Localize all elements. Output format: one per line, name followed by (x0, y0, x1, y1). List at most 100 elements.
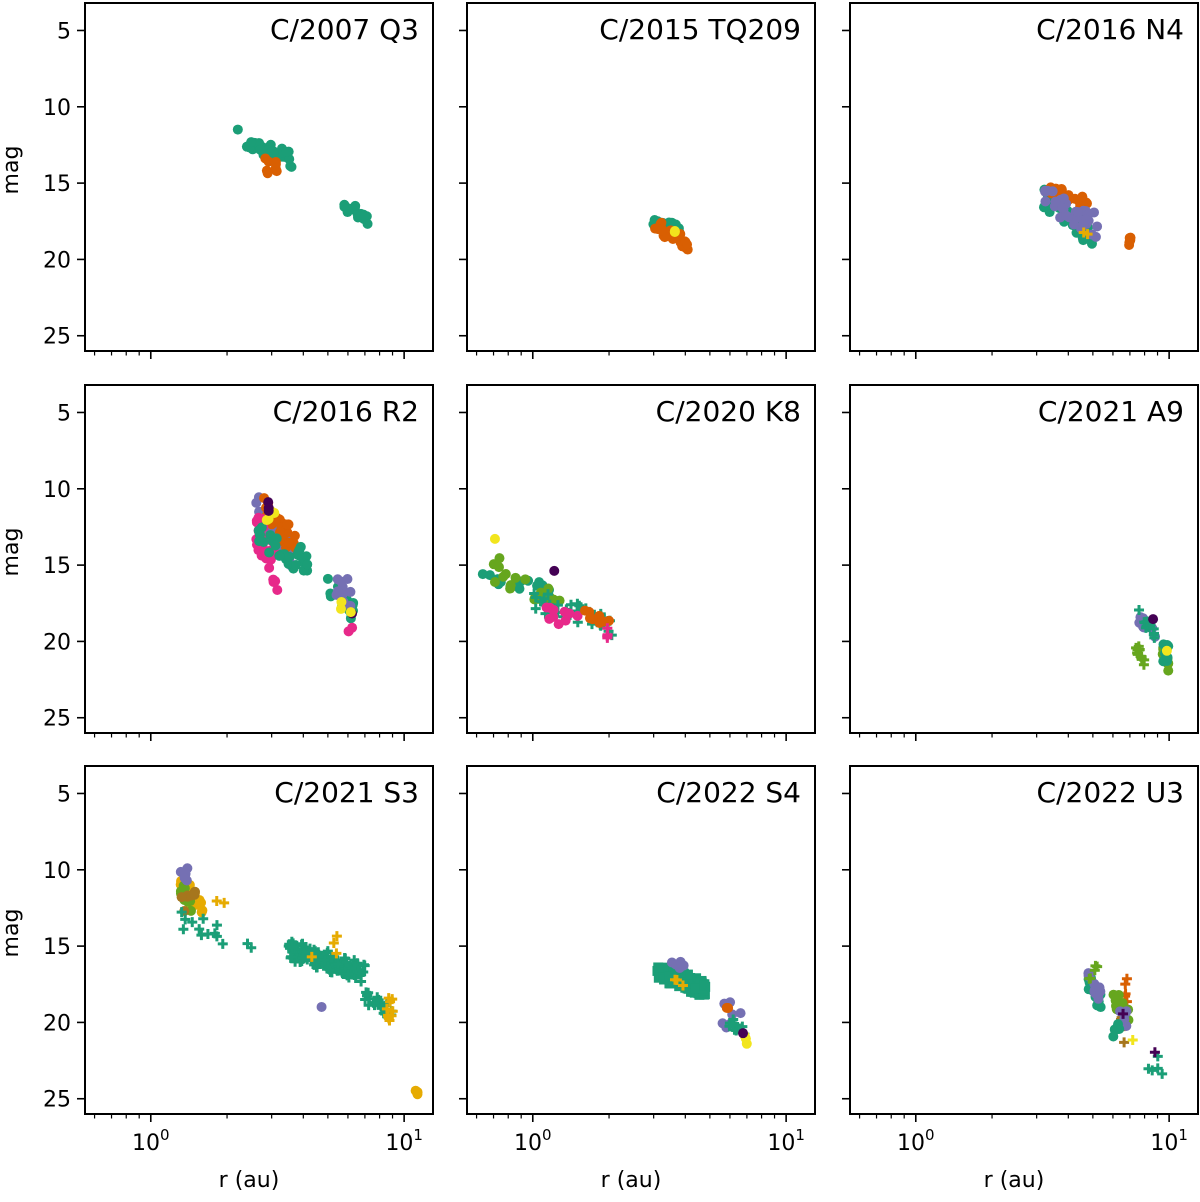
data-point (678, 960, 689, 971)
data-point (363, 1000, 374, 1011)
panel-7: 5 10 15 20 25 100 101 C/2021 S3 mag r (au) (0, 765, 434, 1193)
x-tick-label: 100 (897, 1126, 935, 1156)
x-axis-label: r (au) (601, 1168, 662, 1193)
y-tick-label: 15 (43, 935, 71, 960)
data-point (699, 980, 710, 991)
panel-1: 5 10 15 20 25 C/2007 Q3 mag (0, 2, 434, 359)
data-point (219, 897, 230, 908)
panel-9: 100 101 C/2022 U3 r (au) (842, 765, 1199, 1193)
data-point (1120, 979, 1131, 990)
data-point (1138, 659, 1149, 670)
data-point (682, 969, 693, 980)
panel-2: C/2015 TQ209 (459, 2, 816, 359)
y-axis-label: mag (0, 146, 24, 195)
data-point (1149, 1047, 1160, 1058)
data-point (735, 1008, 746, 1019)
data-point (669, 226, 680, 237)
data-point (477, 569, 488, 580)
data-point (253, 525, 264, 536)
data-point (664, 965, 675, 976)
data-point (1077, 191, 1088, 202)
data-point (721, 1002, 732, 1013)
data-point (1047, 186, 1058, 197)
data-point (1090, 960, 1101, 971)
y-tick-label: 10 (43, 478, 71, 503)
data-point (297, 938, 308, 949)
data-point (251, 497, 262, 508)
data-point (294, 544, 305, 555)
data-point (302, 559, 313, 570)
data-point (176, 907, 187, 918)
data-point (549, 565, 560, 576)
data-point (1072, 207, 1083, 218)
data-point (658, 962, 669, 973)
data-point (336, 596, 347, 607)
x-tick-label: 101 (1150, 1126, 1188, 1156)
x-tick-label: 100 (132, 1126, 170, 1156)
data-point (677, 980, 688, 991)
data-point (505, 580, 516, 591)
data-point (541, 602, 552, 613)
data-point (198, 913, 209, 924)
data-point (1078, 227, 1089, 238)
panel-6: C/2021 A9 (842, 384, 1199, 741)
data-point (656, 225, 667, 236)
data-point (387, 994, 398, 1005)
x-tick-label: 101 (767, 1126, 805, 1156)
data-point (217, 938, 228, 949)
y-tick-label: 10 (43, 96, 71, 121)
data-point (284, 551, 295, 562)
data-point (1095, 1002, 1106, 1013)
data-point (670, 968, 681, 979)
data-point (1069, 219, 1080, 230)
data-point (232, 124, 243, 135)
y-axis-label: mag (0, 909, 24, 958)
data-point (211, 895, 222, 906)
data-point (412, 1087, 423, 1098)
data-point (368, 997, 379, 1008)
data-point (358, 959, 369, 970)
y-tick-label: 25 (43, 707, 71, 732)
panel-title: C/2016 N4 (1036, 13, 1184, 46)
x-axis-label: r (au) (984, 1168, 1045, 1193)
data-points (652, 956, 752, 1049)
panel-5: C/2020 K8 (459, 384, 816, 741)
y-tick-label: 15 (43, 172, 71, 197)
data-points (477, 533, 617, 643)
data-point (283, 537, 294, 548)
panel-title: C/2022 U3 (1037, 776, 1184, 809)
data-point (572, 610, 583, 621)
data-point (270, 540, 281, 551)
data-point (263, 505, 274, 516)
data-point (1060, 210, 1071, 221)
data-point (189, 889, 200, 900)
data-points (1038, 182, 1136, 251)
panel-frame (466, 765, 816, 1115)
panel-title: C/2021 S3 (274, 776, 419, 809)
data-point (274, 550, 285, 561)
data-point (322, 573, 333, 584)
panel-3: C/2016 N4 (842, 2, 1199, 359)
x-tick-label: 101 (385, 1126, 423, 1156)
data-point (360, 994, 371, 1005)
data-point (584, 613, 595, 624)
data-point (319, 955, 330, 966)
data-point (530, 603, 541, 614)
data-point (1094, 983, 1105, 994)
y-axis-label: mag (0, 528, 24, 577)
data-point (253, 512, 264, 523)
data-point (301, 551, 312, 562)
data-point (281, 146, 292, 157)
data-point (268, 574, 279, 585)
data-point (1157, 1068, 1168, 1079)
data-point (264, 562, 275, 573)
data-points (648, 214, 693, 255)
y-tick-label: 5 (57, 782, 71, 807)
data-point (669, 974, 680, 985)
data-point (343, 969, 354, 980)
data-point (1163, 665, 1174, 676)
data-points (232, 124, 373, 229)
y-tick-label: 20 (43, 248, 71, 273)
data-point (306, 951, 317, 962)
data-point (254, 536, 265, 547)
